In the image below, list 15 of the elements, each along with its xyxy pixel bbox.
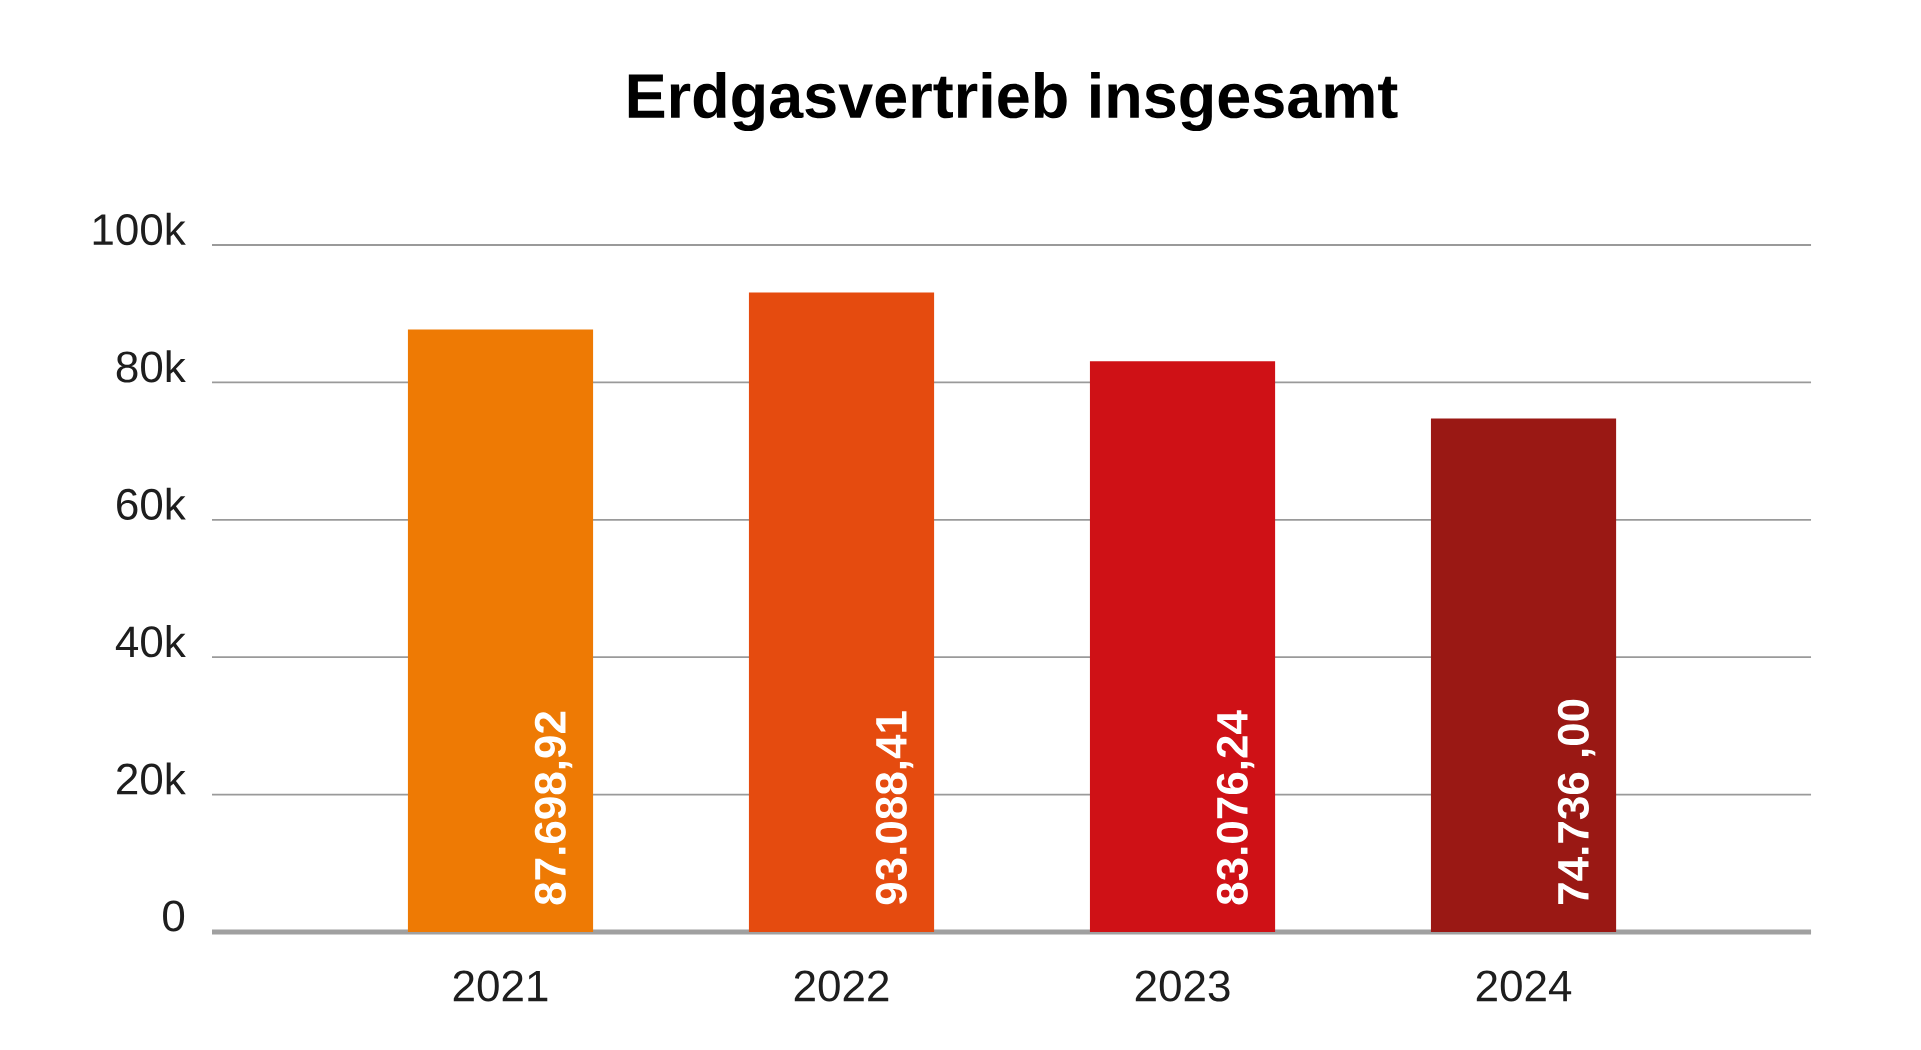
y-tick-label: 60k	[117, 487, 186, 520]
x-tick-label: 2022	[794, 970, 889, 1002]
chart-title: Erdgasvertrieb insgesamt	[628, 72, 1398, 132]
data-label: 87.698,92	[534, 711, 573, 905]
y-tick-label: 100k	[93, 212, 186, 246]
x-tick-label: 2024	[1476, 970, 1572, 1002]
data-label: 83.076,24	[1216, 710, 1255, 905]
y-tick-label: 0	[163, 900, 185, 932]
x-tick-label: 2021	[453, 970, 548, 1002]
y-tick-label: 40k	[115, 625, 186, 658]
data-label: 93.088,41	[875, 711, 914, 905]
x-tick-label: 2023	[1135, 970, 1230, 1002]
y-tick-label: 20k	[117, 762, 186, 795]
y-tick-label: 80k	[116, 350, 186, 383]
data-label: 74.736 ,00	[1557, 699, 1596, 904]
